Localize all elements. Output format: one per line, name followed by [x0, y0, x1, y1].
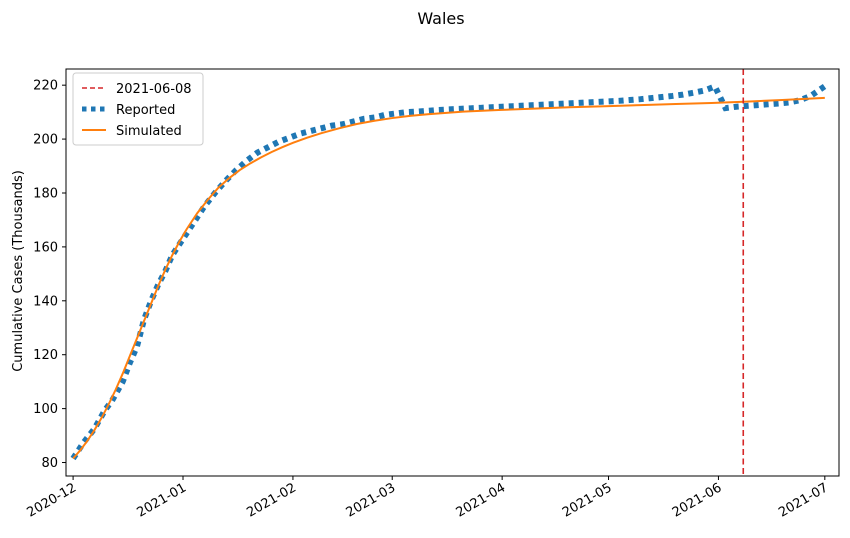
legend-label-vline: 2021-06-08 — [116, 82, 192, 97]
legend-label-reported: Reported — [116, 103, 175, 118]
x-tick-label: 2021-01 — [134, 480, 189, 520]
y-tick-label: 140 — [33, 294, 58, 309]
y-axis-label: Cumulative Cases (Thousands) — [11, 170, 26, 372]
axes-frame — [65, 68, 840, 477]
series-simulated-line — [72, 96, 825, 460]
y-tick-label: 200 — [33, 133, 58, 148]
y-tick-label: 220 — [33, 79, 58, 94]
x-tick-label: 2021-06 — [670, 480, 725, 520]
chart-title: Wales — [417, 9, 464, 28]
x-tick-label: 2021-05 — [560, 480, 615, 520]
y-tick-label: 180 — [33, 186, 58, 201]
x-tick-label: 2021-04 — [454, 480, 509, 520]
legend-label-simulated: Simulated — [116, 124, 182, 139]
y-tick-label: 80 — [41, 456, 58, 471]
x-tick-label: 2020-12 — [25, 480, 80, 520]
x-tick-label: 2021-03 — [344, 480, 399, 520]
y-tick-label: 120 — [33, 348, 58, 363]
y-tick-label: 100 — [33, 402, 58, 417]
x-tick-label: 2021-07 — [776, 480, 831, 520]
x-tick-label: 2021-02 — [244, 480, 299, 520]
y-tick-label: 160 — [33, 240, 58, 255]
legend-box — [72, 72, 204, 146]
legend: 2021-06-08 Reported Simulated — [72, 72, 204, 146]
